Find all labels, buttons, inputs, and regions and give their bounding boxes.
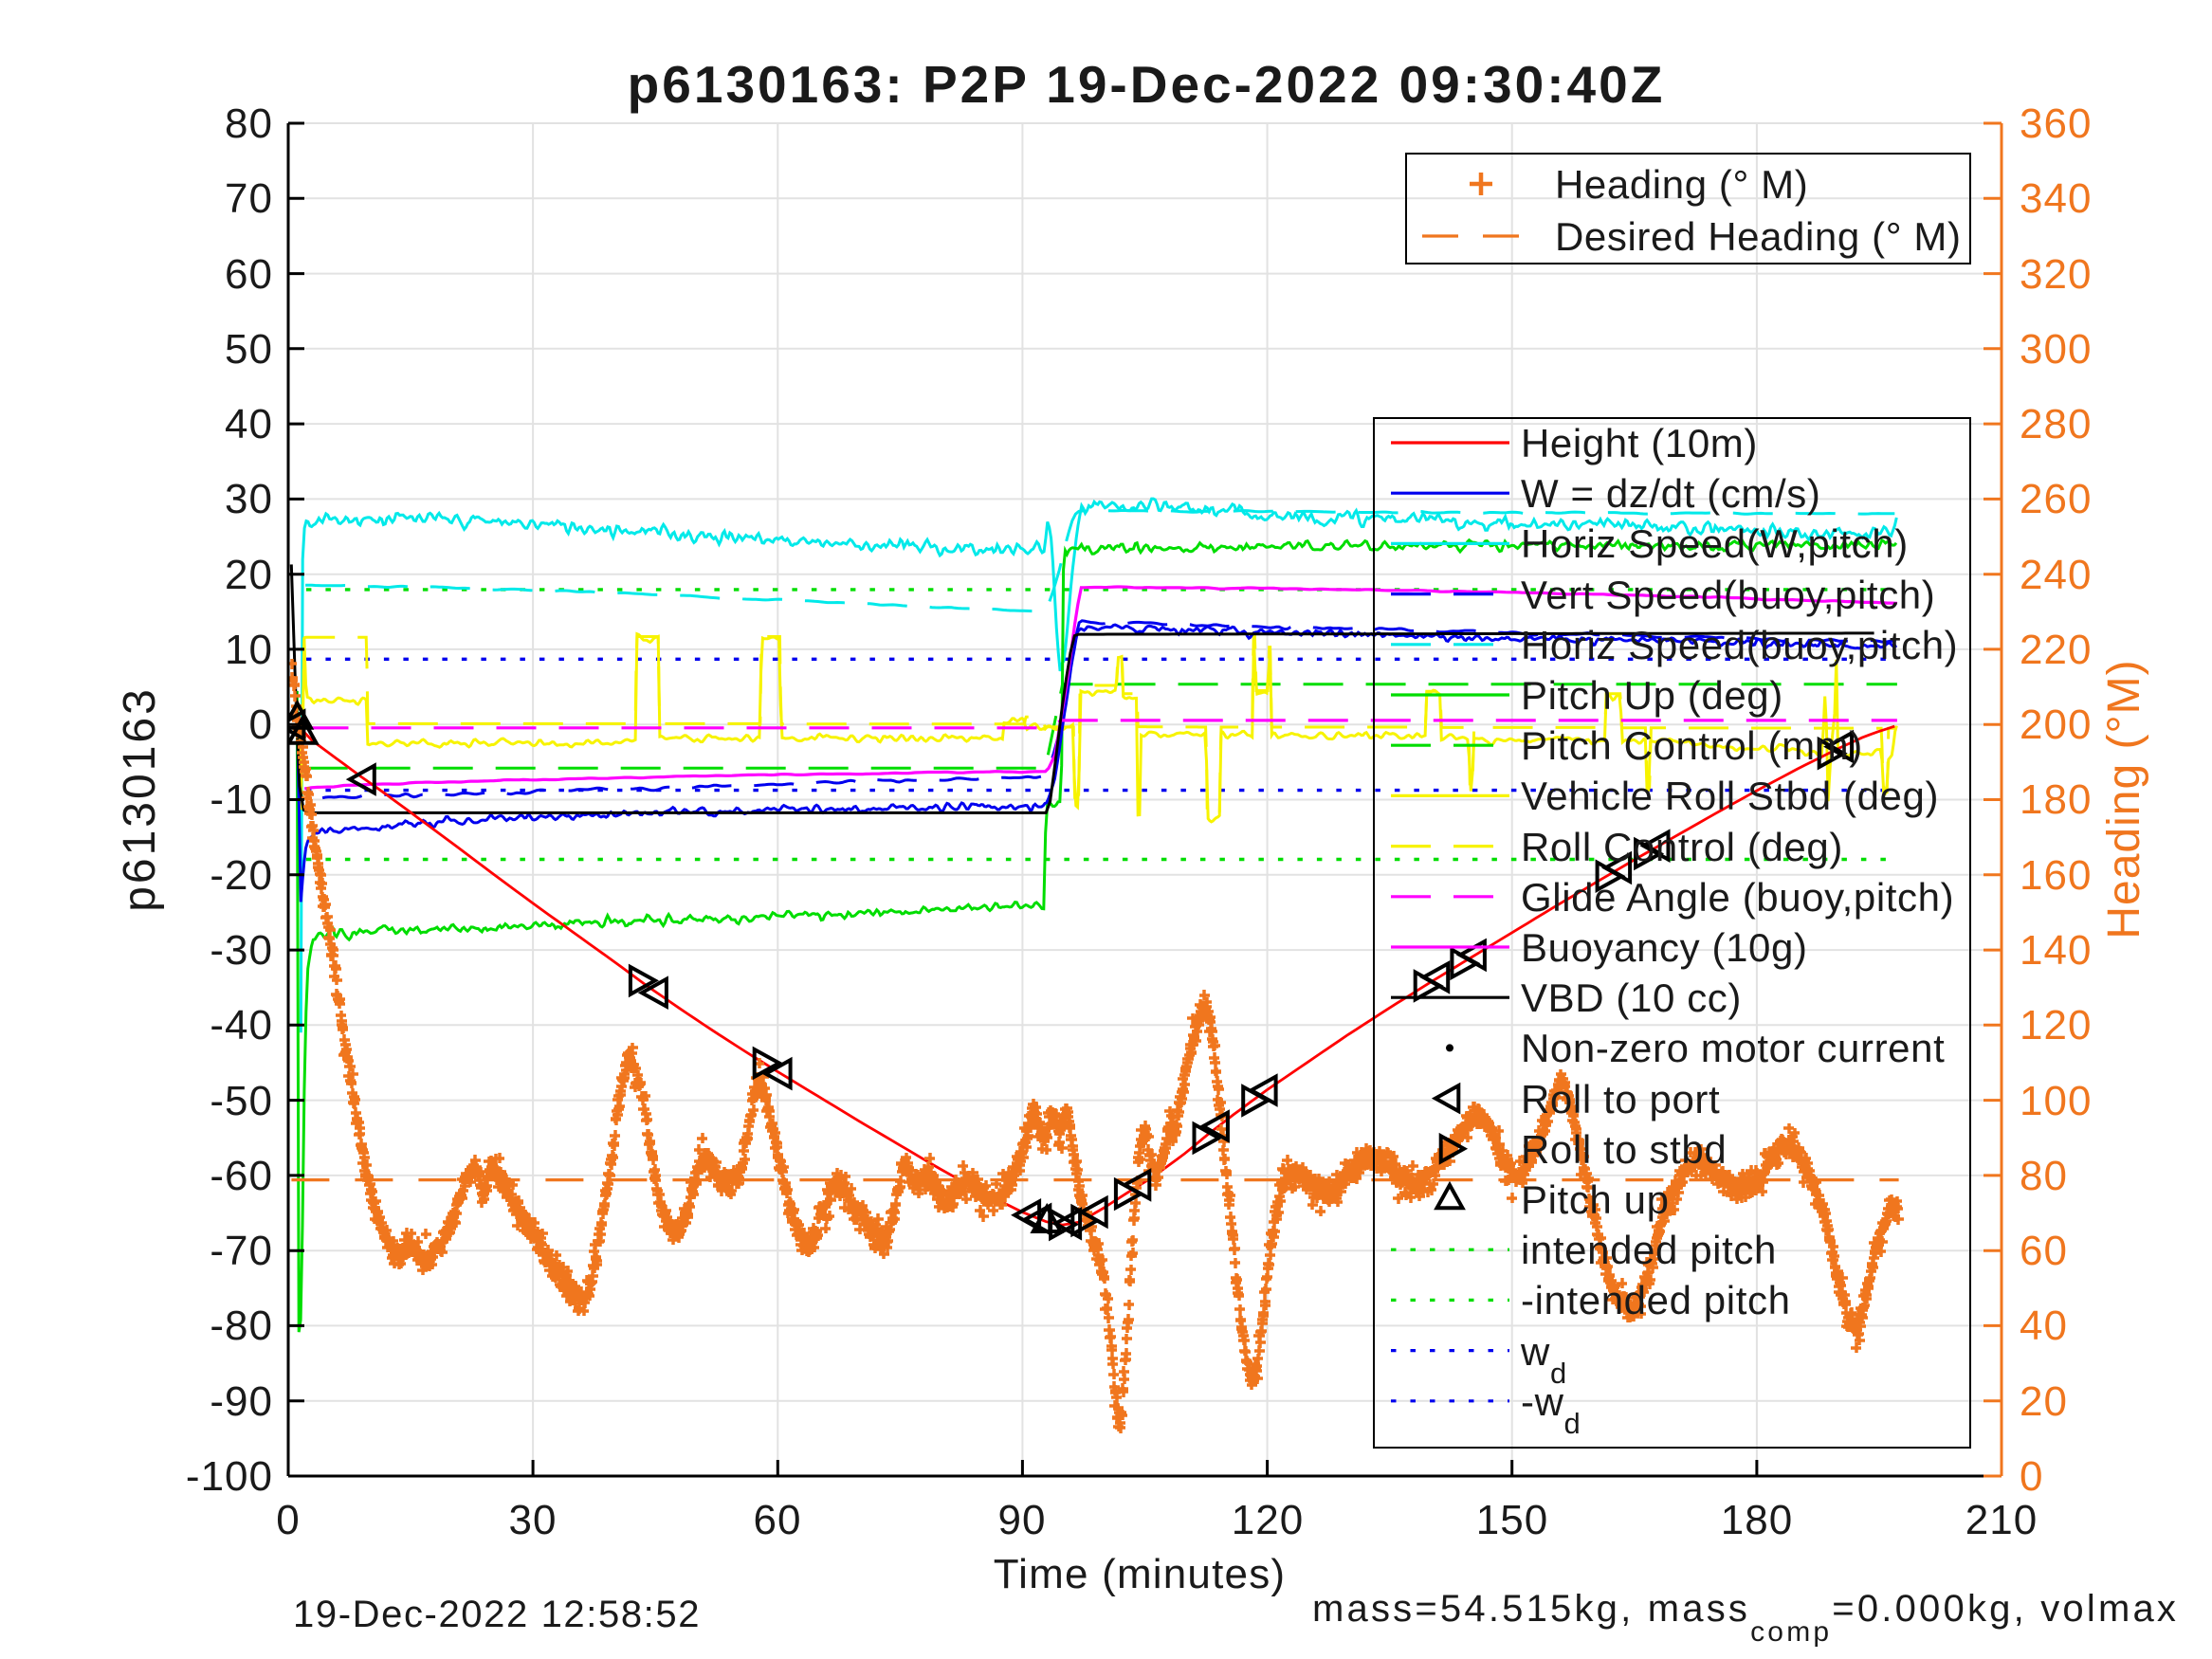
svg-text:360: 360 [2020,100,2092,147]
svg-text:-20: -20 [210,852,273,899]
svg-text:100: 100 [2020,1078,2092,1124]
svg-text:120: 120 [1232,1497,1304,1543]
svg-text:19-Dec-2022 12:58:52: 19-Dec-2022 12:58:52 [293,1594,701,1635]
svg-text:-70: -70 [210,1228,273,1274]
svg-text:-40: -40 [210,1002,273,1048]
svg-text:30: 30 [509,1497,558,1543]
svg-text:260: 260 [2020,476,2092,522]
svg-text:Horiz Speed(buoy,pitch): Horiz Speed(buoy,pitch) [1521,623,1958,667]
svg-text:Desired Heading (° M): Desired Heading (° M) [1555,214,1962,259]
svg-text:-80: -80 [210,1303,273,1349]
svg-text:-intended pitch: -intended pitch [1521,1278,1791,1322]
svg-text:20: 20 [2020,1378,2068,1425]
svg-text:240: 240 [2020,552,2092,598]
svg-text:280: 280 [2020,401,2092,447]
svg-text:Heading (°M): Heading (°M) [2099,659,2149,939]
svg-text:W = dz/dt (cm/s): W = dz/dt (cm/s) [1521,471,1820,516]
svg-text:80: 80 [225,100,273,147]
svg-text:150: 150 [1476,1497,1548,1543]
svg-text:120: 120 [2020,1002,2092,1048]
svg-text:Glide Angle (buoy,pitch): Glide Angle (buoy,pitch) [1521,875,1954,920]
svg-text:Height (10m): Height (10m) [1521,421,1758,465]
svg-text:-50: -50 [210,1078,273,1124]
svg-text:Pitch Control (mm): Pitch Control (mm) [1521,723,1863,768]
svg-text:60: 60 [754,1497,802,1543]
svg-text:60: 60 [225,251,273,298]
svg-text:Roll Control (deg): Roll Control (deg) [1521,825,1843,869]
svg-text:Time (minutes): Time (minutes) [994,1551,1287,1597]
svg-text:10: 10 [225,627,273,673]
svg-text:160: 160 [2020,852,2092,899]
svg-text:p6130163: p6130163 [115,686,165,912]
svg-text:180: 180 [2020,776,2092,823]
svg-text:intended pitch: intended pitch [1521,1228,1777,1272]
svg-text:30: 30 [225,476,273,522]
svg-text:20: 20 [225,552,273,598]
svg-text:Pitch Up (deg): Pitch Up (deg) [1521,673,1783,718]
svg-text:Non-zero motor current: Non-zero motor current [1521,1026,1945,1070]
svg-text:-10: -10 [210,776,273,823]
svg-text:300: 300 [2020,326,2092,373]
svg-text:40: 40 [225,401,273,447]
svg-text:140: 140 [2020,927,2092,974]
svg-text:340: 340 [2020,175,2092,222]
svg-text:0: 0 [276,1497,300,1543]
svg-text:-60: -60 [210,1153,273,1199]
svg-text:60: 60 [2020,1228,2068,1274]
svg-text:-90: -90 [210,1378,273,1425]
svg-text:80: 80 [2020,1153,2068,1199]
svg-text:Vehicle Roll Stbd (deg): Vehicle Roll Stbd (deg) [1521,774,1939,818]
svg-text:180: 180 [1721,1497,1793,1543]
svg-text:200: 200 [2020,702,2092,748]
svg-text:0: 0 [2020,1453,2043,1500]
svg-text:0: 0 [249,702,273,748]
svg-text:-30: -30 [210,927,273,974]
svg-text:Vert Speed(buoy,pitch): Vert Speed(buoy,pitch) [1521,573,1935,617]
svg-text:320: 320 [2020,251,2092,298]
svg-text:Heading (° M): Heading (° M) [1555,162,1808,207]
svg-text:220: 220 [2020,627,2092,673]
svg-text:50: 50 [225,326,273,373]
svg-text:90: 90 [998,1497,1047,1543]
svg-text:210: 210 [1965,1497,2038,1543]
svg-text:Roll to stbd: Roll to stbd [1521,1127,1727,1172]
svg-text:-100: -100 [186,1453,273,1500]
svg-text:VBD (10 cc): VBD (10 cc) [1521,975,1742,1020]
svg-text:p6130163: P2P 19-Dec-2022 09:3: p6130163: P2P 19-Dec-2022 09:30:40Z [628,55,1666,114]
svg-text:Horiz Speed(W,pitch): Horiz Speed(W,pitch) [1521,521,1909,566]
svg-text:40: 40 [2020,1303,2068,1349]
svg-text:Pitch up: Pitch up [1521,1177,1670,1222]
svg-text:Roll to port: Roll to port [1521,1077,1720,1121]
svg-text:70: 70 [225,175,273,222]
svg-text:Buoyancy (10g): Buoyancy (10g) [1521,925,1808,970]
